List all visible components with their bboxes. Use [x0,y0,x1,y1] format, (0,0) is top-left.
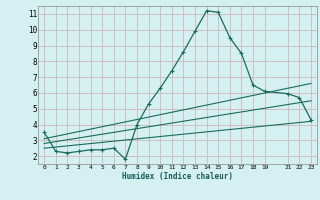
X-axis label: Humidex (Indice chaleur): Humidex (Indice chaleur) [122,172,233,181]
